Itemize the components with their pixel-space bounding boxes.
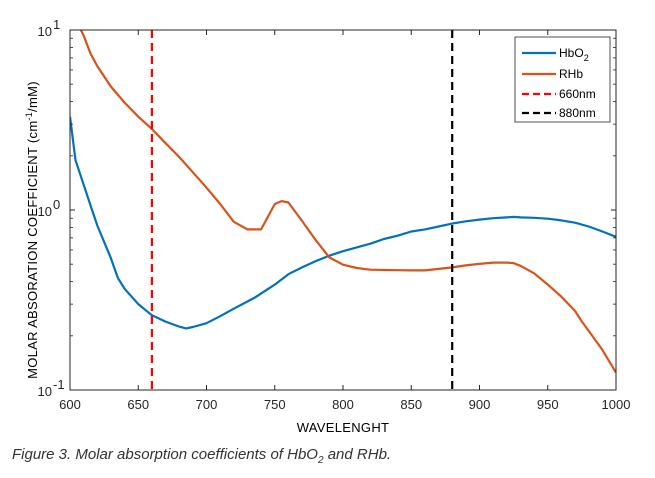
x-tick-label: 750	[264, 397, 286, 412]
figure-caption: Figure 3. Molar absorption coefficients …	[12, 446, 391, 466]
y-tick-label-exponent: -1	[53, 377, 65, 392]
legend-label-hbo2: HbO2	[559, 46, 589, 63]
series-line-rhb	[79, 30, 616, 374]
x-tick-label: 850	[400, 397, 422, 412]
legend-label-rhb: RHb	[559, 67, 583, 81]
y-axis-label-unit: /mM)	[25, 81, 40, 112]
y-tick-label-exponent: 1	[53, 17, 60, 32]
y-axis-label: MOLAR ABSORATION COEFFICIENT (cm-1/mM)	[24, 81, 40, 379]
legend: HbO2 RHb 660nm 880nm	[514, 36, 611, 123]
y-axis-label-main: MOLAR ABSORATION COEFFICIENT (cm	[25, 121, 40, 379]
y-tick-label: 10	[38, 204, 52, 219]
plot-layer	[70, 30, 616, 390]
y-axis-label-exponent: -1	[24, 112, 34, 121]
x-tick-label: 650	[127, 397, 149, 412]
legend-label-hbo2-base: HbO	[559, 46, 584, 60]
x-tick-label: 950	[537, 397, 559, 412]
y-tick-label: 10	[38, 24, 52, 39]
legend-box	[514, 36, 611, 123]
x-tick-label: 700	[196, 397, 218, 412]
x-tick-label: 800	[332, 397, 354, 412]
caption-text-end: and RHb.	[323, 446, 392, 463]
x-tick-label: 900	[469, 397, 491, 412]
x-tick-label: 600	[59, 397, 81, 412]
x-axis-label: WAVELENGHT	[297, 420, 390, 435]
series-line-hbo2	[70, 116, 616, 330]
caption-text-start: Figure 3. Molar absorption coefficients …	[12, 446, 318, 463]
x-tick-label: 1000	[602, 397, 631, 412]
caption-subscript: 2	[317, 455, 324, 466]
legend-label-660nm: 660nm	[559, 87, 596, 101]
y-tick-label: 10	[38, 384, 52, 399]
legend-label-hbo2-sub: 2	[584, 53, 589, 63]
legend-label-880nm: 880nm	[559, 106, 596, 120]
y-tick-label-exponent: 0	[53, 197, 60, 212]
